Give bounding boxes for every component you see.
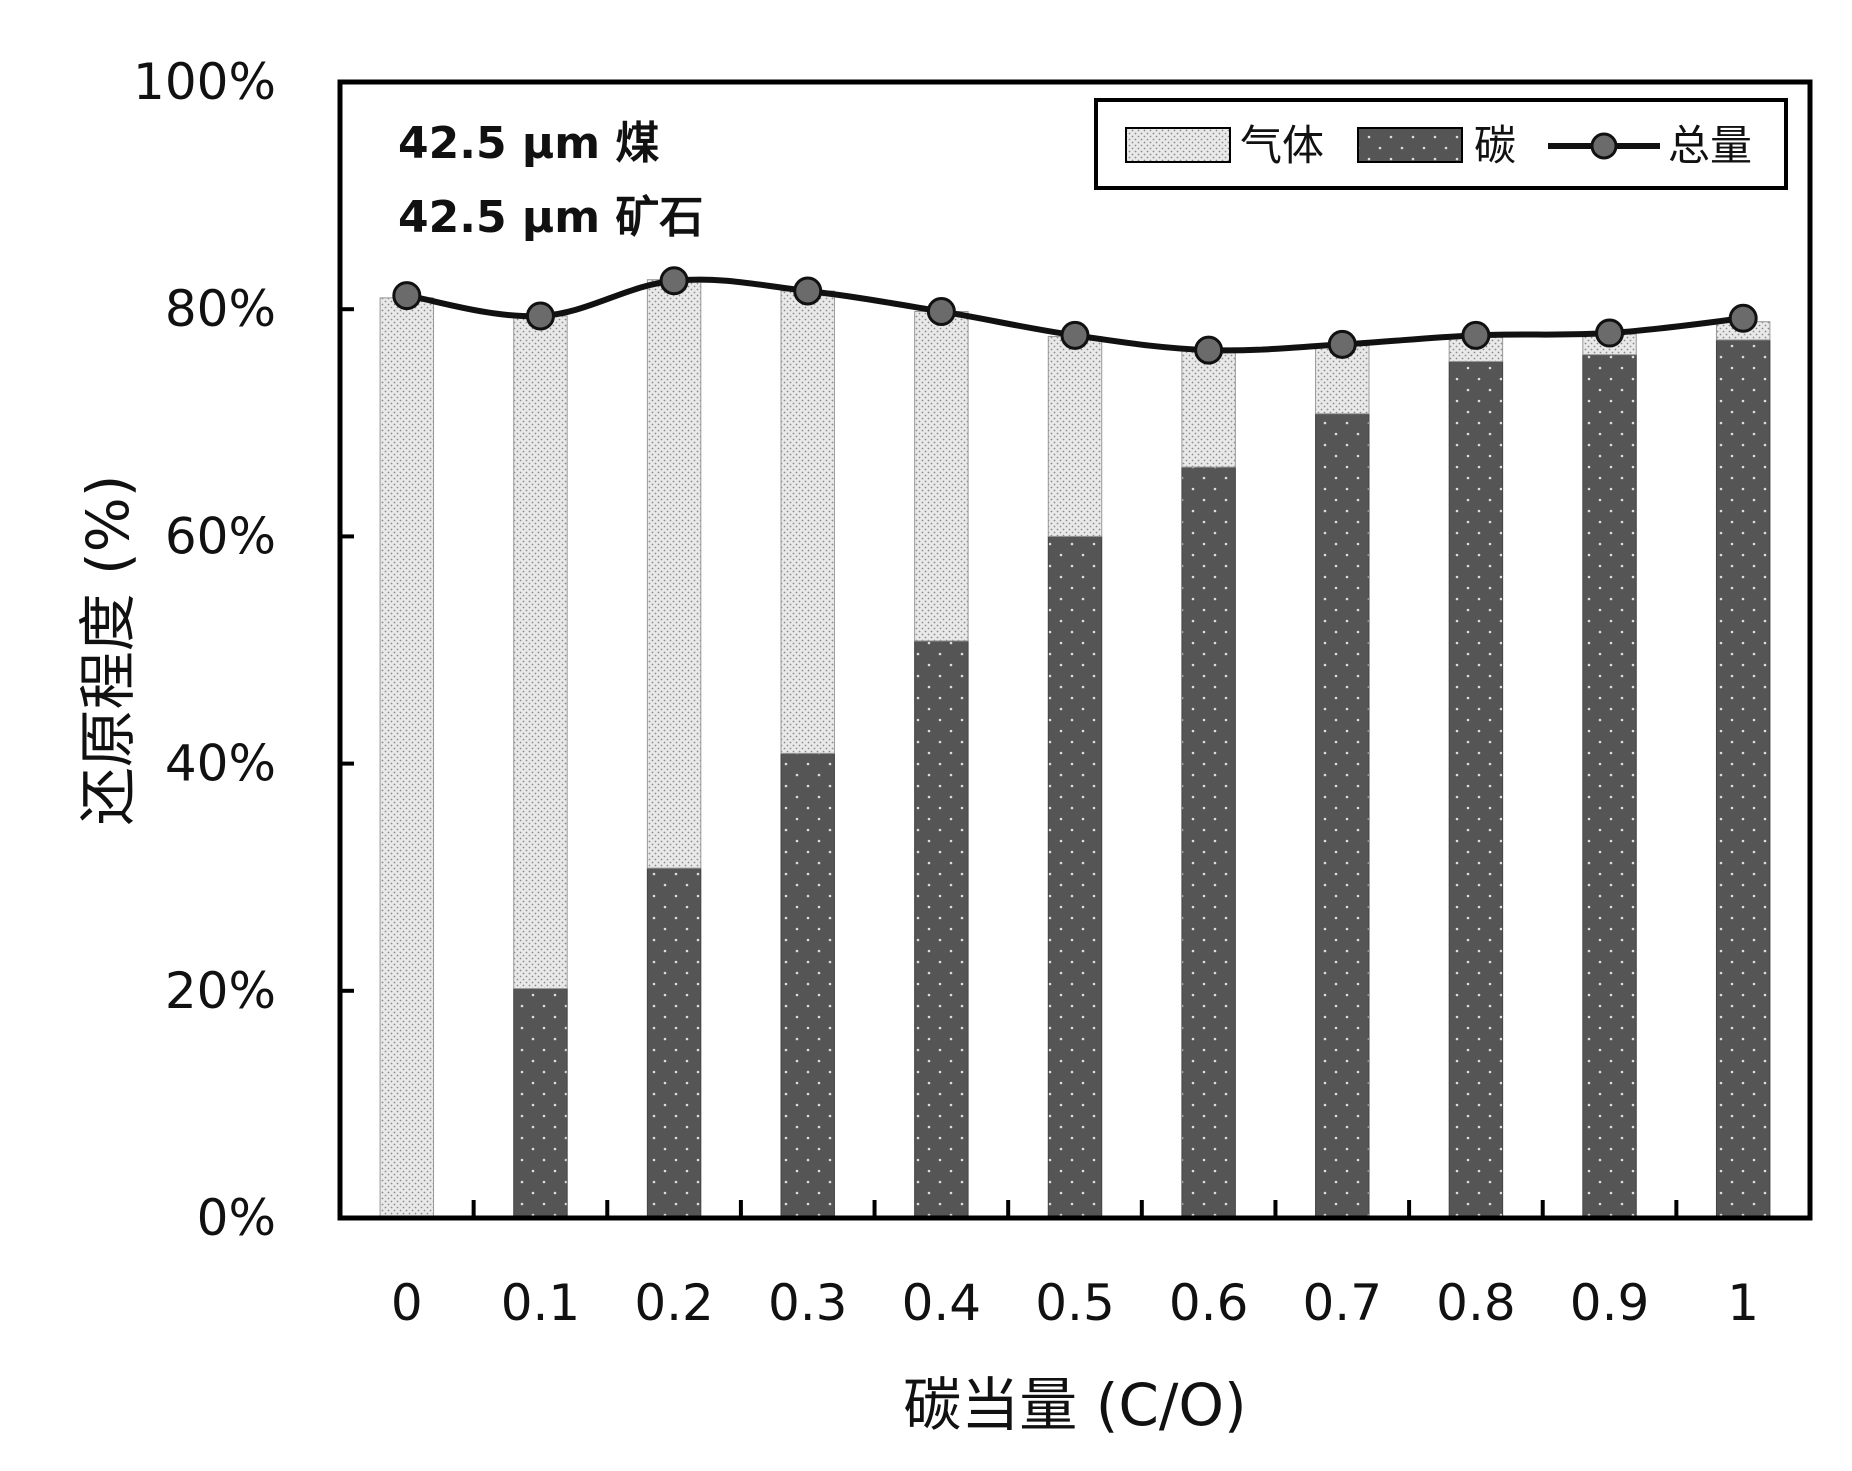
x-tick-label: 0.5 bbox=[1035, 1274, 1115, 1332]
x-tick-label: 0.6 bbox=[1169, 1274, 1249, 1332]
bar-gas bbox=[780, 290, 835, 754]
bar-carbon bbox=[1582, 354, 1637, 1219]
bars-layer bbox=[379, 279, 1771, 1219]
bar-gas bbox=[1047, 335, 1103, 537]
y-tick-label: 40% bbox=[165, 735, 276, 793]
axes-layer: 0% 20% 40% 60% 80% 100% 0 0.1 0.2 0.3 0.4 0.5 0.6 0.7… bbox=[133, 53, 1759, 1332]
legend-label-carbon: 碳 bbox=[1474, 121, 1516, 170]
total-marker bbox=[525, 301, 555, 331]
bar-gas bbox=[379, 297, 435, 1219]
legend-label-gas: 气体 bbox=[1240, 121, 1324, 170]
total-marker bbox=[793, 276, 823, 306]
bar-carbon bbox=[646, 867, 702, 1219]
y-axis-title: 还原程度 (%) bbox=[74, 475, 142, 826]
x-tick-label: 0.4 bbox=[902, 1274, 982, 1332]
legend: 气体 碳 总量 bbox=[1094, 98, 1788, 190]
plot-frame bbox=[337, 79, 1813, 1221]
total-marker bbox=[1194, 335, 1224, 365]
legend-swatch-gas bbox=[1125, 127, 1231, 163]
x-tick-label: 0.1 bbox=[501, 1274, 581, 1332]
x-tick-label: 0.7 bbox=[1303, 1274, 1383, 1332]
total-marker bbox=[1461, 320, 1491, 350]
y-tick-label: 80% bbox=[165, 280, 276, 338]
annotation-coal: 42.5 µm 煤 bbox=[398, 118, 659, 169]
legend-label-total: 总量 bbox=[1668, 121, 1752, 170]
y-tick-label: 0% bbox=[197, 1189, 276, 1247]
x-tick-label: 0.3 bbox=[768, 1274, 848, 1332]
bar-carbon bbox=[513, 988, 568, 1219]
total-marker bbox=[1327, 329, 1357, 359]
legend-swatch-carbon bbox=[1357, 127, 1463, 163]
x-tick-label: 0 bbox=[391, 1274, 423, 1332]
total-marker bbox=[1060, 320, 1090, 350]
total-marker bbox=[1595, 318, 1625, 348]
bar-carbon bbox=[914, 640, 969, 1219]
y-tick-label: 20% bbox=[165, 962, 276, 1020]
bar-carbon bbox=[780, 752, 835, 1219]
bar-carbon bbox=[1315, 413, 1370, 1219]
total-marker bbox=[659, 266, 689, 296]
bar-gas bbox=[914, 310, 969, 642]
x-axis-title: 碳当量 (C/O) bbox=[903, 1371, 1246, 1439]
bar-gas bbox=[513, 315, 568, 990]
bar-carbon bbox=[1715, 339, 1771, 1219]
legend-swatch-total-marker bbox=[1590, 132, 1618, 160]
annotation-ore: 42.5 µm 矿石 bbox=[398, 192, 703, 243]
bar-carbon bbox=[1047, 535, 1103, 1219]
y-tick-label: 60% bbox=[165, 507, 276, 565]
x-tick-label: 0.9 bbox=[1570, 1274, 1650, 1332]
x-tick-label: 0.8 bbox=[1436, 1274, 1516, 1332]
bar-carbon bbox=[1448, 360, 1504, 1219]
x-tick-label: 0.2 bbox=[634, 1274, 714, 1332]
bar-gas bbox=[646, 279, 702, 869]
x-tick-label: 1 bbox=[1727, 1274, 1759, 1332]
total-marker bbox=[926, 296, 956, 326]
total-marker bbox=[1728, 303, 1758, 333]
bar-gas bbox=[1181, 349, 1236, 468]
total-marker bbox=[392, 281, 422, 311]
y-tick-label: 100% bbox=[133, 53, 276, 111]
bar-carbon bbox=[1181, 466, 1236, 1219]
total-line-layer bbox=[392, 266, 1758, 365]
